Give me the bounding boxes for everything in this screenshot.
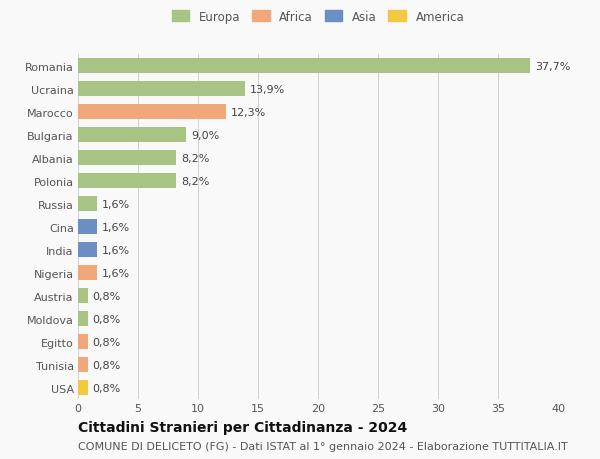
Text: 1,6%: 1,6%	[102, 222, 130, 232]
Text: 8,2%: 8,2%	[181, 153, 209, 163]
Bar	[78, 312, 88, 326]
Text: 0,8%: 0,8%	[92, 291, 121, 301]
Text: 1,6%: 1,6%	[102, 268, 130, 278]
Text: 0,8%: 0,8%	[92, 383, 121, 393]
Text: COMUNE DI DELICETO (FG) - Dati ISTAT al 1° gennaio 2024 - Elaborazione TUTTITALI: COMUNE DI DELICETO (FG) - Dati ISTAT al …	[78, 441, 568, 451]
Bar	[78, 358, 88, 372]
Text: 13,9%: 13,9%	[250, 84, 285, 95]
Text: 9,0%: 9,0%	[191, 130, 219, 140]
Bar	[78, 174, 176, 189]
Text: 0,8%: 0,8%	[92, 360, 121, 370]
Bar	[78, 266, 97, 280]
Text: 0,8%: 0,8%	[92, 314, 121, 324]
Text: 8,2%: 8,2%	[181, 176, 209, 186]
Text: 1,6%: 1,6%	[102, 245, 130, 255]
Bar	[78, 151, 176, 166]
Text: Cittadini Stranieri per Cittadinanza - 2024: Cittadini Stranieri per Cittadinanza - 2…	[78, 420, 407, 434]
Bar	[78, 335, 88, 349]
Bar	[78, 82, 245, 97]
Bar	[78, 128, 186, 143]
Text: 0,8%: 0,8%	[92, 337, 121, 347]
Bar	[78, 105, 226, 120]
Bar	[78, 381, 88, 395]
Bar	[78, 197, 97, 212]
Legend: Europa, Africa, Asia, America: Europa, Africa, Asia, America	[169, 8, 467, 26]
Text: 37,7%: 37,7%	[535, 62, 571, 72]
Bar	[78, 243, 97, 257]
Text: 1,6%: 1,6%	[102, 199, 130, 209]
Bar	[78, 220, 97, 235]
Bar	[78, 59, 530, 74]
Bar	[78, 289, 88, 303]
Text: 12,3%: 12,3%	[230, 107, 266, 118]
